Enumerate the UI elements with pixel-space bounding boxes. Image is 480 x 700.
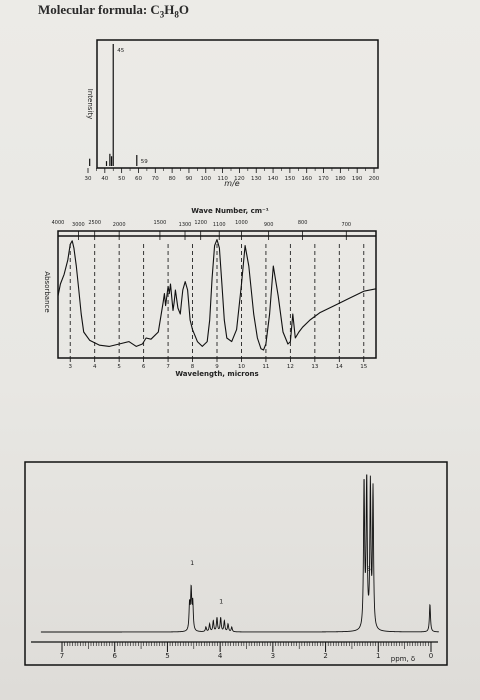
nmr-frame [24, 461, 448, 666]
nmr-trace: 1 1 6 [40, 474, 439, 633]
ir-top-tick-label: 800 [298, 220, 308, 226]
nmr-signal-trace [40, 474, 439, 633]
ir-bottom-tick-label: 7 [166, 364, 170, 370]
nmr-tick-label: 4 [218, 652, 223, 660]
ms-tick-label: 60 [135, 176, 142, 182]
ms-tick-label: 200 [369, 176, 380, 182]
ir-top-tick-label: 4000 [52, 220, 65, 226]
ir-bottom-tick-label: 3 [68, 364, 72, 370]
ms-peak-label: 59 [141, 159, 148, 165]
ms-tick-label: 150 [285, 176, 296, 182]
nmr-tick-label: 6 [112, 652, 117, 660]
nmr-x-ticks: 7 6 5 4 3 2 1 0 [60, 642, 433, 660]
nmr-tick-label: 1 [376, 652, 380, 660]
ms-tick-label: 180 [335, 176, 346, 182]
ir-absorbance-trace [57, 239, 377, 351]
ir-bottom-tick-label: 4 [93, 364, 97, 370]
ms-tick-label: 100 [201, 176, 212, 182]
ir-y-axis-label: Absorbance [43, 271, 51, 312]
ir-bottom-tick-label: 14 [336, 364, 343, 370]
ms-tick-label: 90 [185, 176, 192, 182]
ir-bottom-tick-label: 13 [311, 364, 318, 370]
ir-bottom-tick-label: 6 [142, 364, 146, 370]
ir-top-axis-label: Wave Number, cm⁻¹ [191, 207, 269, 215]
ir-bottom-tick-label: 11 [262, 364, 269, 370]
ms-tick-label: 40 [101, 176, 108, 182]
nmr-tick-label: 7 [60, 652, 64, 660]
ms-y-axis-label: Intensity [86, 89, 94, 119]
ir-top-tick-label: 2500 [88, 220, 101, 226]
ir-series [57, 239, 377, 351]
ms-tick-label: 70 [152, 176, 159, 182]
ms-tick-label: 160 [301, 176, 312, 182]
ir-bottom-ticks: 3 4 5 6 7 8 9 10 11 12 13 14 15 [68, 244, 368, 370]
ms-x-axis-label: m/e [224, 179, 239, 188]
formula-value: C3H8O [150, 2, 190, 20]
ir-top-tick-label: 1300 [179, 222, 192, 228]
ir-top-tick-label: 1200 [194, 220, 207, 226]
ir-top-tick-label: 900 [264, 222, 274, 228]
molecular-formula: Molecular formula: C3H8O [38, 2, 189, 20]
ir-top-tick-label: 1000 [235, 220, 248, 226]
ms-peaks: 45 59 [89, 44, 148, 166]
nmr-integration-label: 1 [190, 559, 194, 567]
ir-top-tick-label: 700 [342, 222, 352, 228]
ms-tick-label: 170 [318, 176, 329, 182]
ms-tick-label: 50 [118, 176, 125, 182]
ms-tick-label: 110 [217, 176, 228, 182]
nmr-integration-label: 6 [367, 565, 371, 573]
ms-tick-label: 120 [234, 176, 245, 182]
ir-top-tick-label: 1100 [213, 222, 226, 228]
ms-tick-label: 190 [352, 176, 363, 182]
mass-spectrum: Intensity m/e 30 40 50 60 70 80 90 100 110 120 130… [85, 39, 380, 188]
ms-tick-label: 130 [251, 176, 262, 182]
ms-frame [96, 39, 379, 169]
formula-label: Molecular formula: [38, 2, 148, 17]
nmr-integration-label: 1 [219, 597, 223, 605]
ms-x-ticks: 30 40 50 60 70 80 90 100 110 120 130 140 150 160 170 18… [85, 167, 380, 182]
nmr-tick-label: 3 [271, 652, 275, 660]
ms-tick-label: 80 [169, 176, 176, 182]
ir-top-tick-label: 3000 [72, 222, 85, 228]
ir-top-tick-label: 1500 [154, 220, 167, 226]
ir-bottom-tick-label: 5 [117, 364, 121, 370]
ir-top-ticks: 4000 3000 2500 2000 1500 1300 1200 1100 1000 900 8… [52, 220, 376, 240]
ir-bottom-tick-label: 10 [238, 364, 245, 370]
ms-tick-label: 30 [85, 176, 92, 182]
ir-bottom-tick-label: 8 [191, 364, 195, 370]
nmr-tick-label: 5 [165, 652, 169, 660]
nmr-spectrum: ppm, δ 7 6 5 4 3 2 1 0 1 1 6 [24, 461, 448, 666]
nmr-tick-label: 2 [323, 652, 327, 660]
ir-bottom-tick-label: 9 [215, 364, 219, 370]
ir-bottom-tick-label: 12 [287, 364, 294, 370]
ms-peak-label: 45 [117, 48, 124, 54]
ir-bottom-axis-label: Wavelength, microns [175, 370, 258, 378]
nmr-tick-label: 0 [429, 652, 433, 660]
ir-spectrum: Wave Number, cm⁻¹ Absorbance Wavelength,… [43, 207, 377, 378]
ir-bottom-tick-label: 15 [360, 364, 367, 370]
ms-tick-label: 140 [268, 176, 279, 182]
ir-top-tick-label: 2000 [113, 222, 126, 228]
nmr-x-axis-label: ppm, δ [391, 655, 415, 663]
